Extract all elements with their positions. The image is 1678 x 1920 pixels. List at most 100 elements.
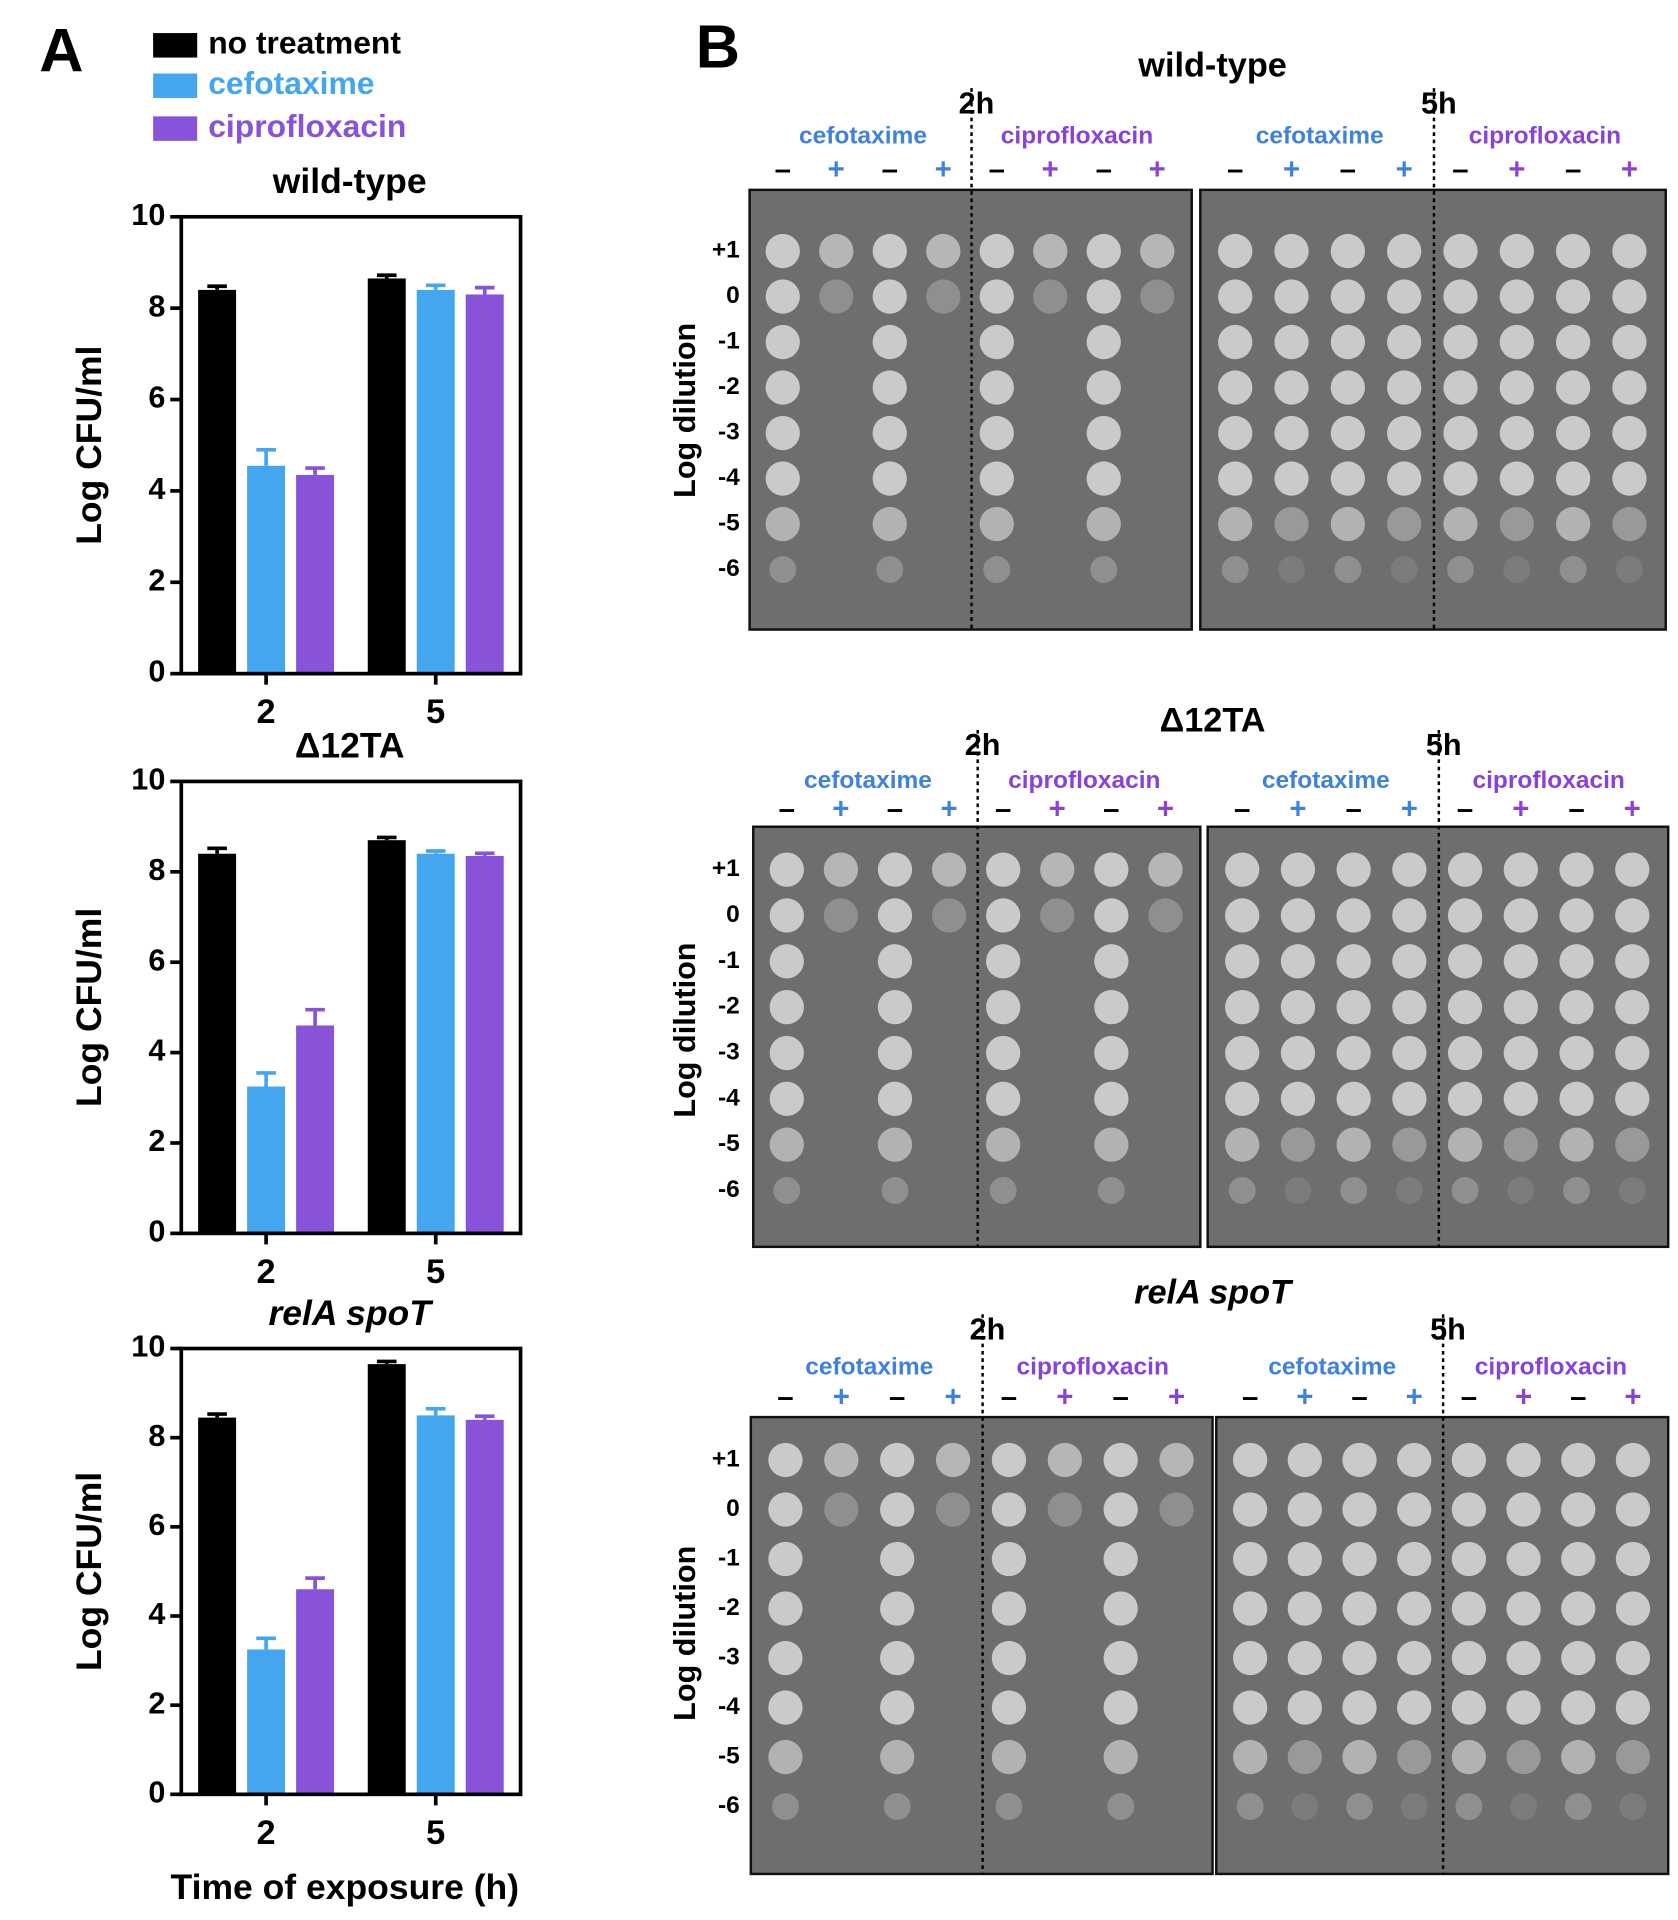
colony-spot <box>1555 415 1591 451</box>
bar <box>296 1589 335 1795</box>
colony-spot <box>769 556 797 584</box>
colony-spot <box>824 1492 859 1527</box>
colony-spot <box>771 1793 799 1821</box>
y-tick-label: 6 <box>148 381 165 415</box>
treatment-sign: + <box>1508 153 1525 186</box>
colony-spot <box>926 233 961 269</box>
dilution-label: 0 <box>726 282 740 309</box>
colony-spot <box>1612 324 1647 360</box>
legend-label: ciprofloxacin <box>208 108 406 144</box>
y-tick-label: 2 <box>148 1124 165 1158</box>
colony-spot <box>1284 1177 1312 1204</box>
treatment-sign: + <box>833 1380 850 1413</box>
agar-plate <box>752 825 1202 1249</box>
dilution-label: +1 <box>712 855 740 882</box>
colony-spot <box>1392 898 1427 933</box>
colony-spot <box>979 370 1014 405</box>
treatment-sign: – <box>1461 1380 1477 1413</box>
colony-spot <box>1086 415 1121 451</box>
colony-spot <box>1346 1793 1373 1821</box>
colony-spot <box>1232 1492 1268 1527</box>
dilution-label: 0 <box>726 901 740 928</box>
colony-spot <box>1336 1035 1371 1071</box>
colony-spot <box>1232 1640 1268 1676</box>
time-label: 5h <box>1430 1312 1466 1346</box>
colony-spot <box>1392 989 1427 1025</box>
colony-spot <box>1103 1492 1138 1527</box>
colony-spot <box>1387 461 1422 496</box>
colony-spot <box>1330 279 1366 314</box>
colony-spot <box>1103 1442 1138 1478</box>
y-tick-label: 4 <box>148 472 165 506</box>
bar <box>416 289 455 674</box>
colony-spot <box>823 852 859 887</box>
colony-spot <box>765 324 800 360</box>
colony-spot <box>1094 989 1129 1025</box>
drug-label: ciprofloxacin <box>1017 1354 1169 1381</box>
treatment-sign: – <box>887 793 903 826</box>
colony-spot <box>1221 556 1249 584</box>
colony-spot <box>1503 852 1538 887</box>
colony-spot <box>1555 279 1591 314</box>
dilution-label: -1 <box>718 1544 740 1571</box>
colony-spot <box>768 1640 803 1676</box>
colony-spot <box>880 1640 915 1676</box>
colony-spot <box>1040 852 1075 887</box>
colony-spot <box>1086 233 1121 269</box>
colony-spot <box>765 370 800 405</box>
colony-spot <box>1555 324 1591 360</box>
dilution-label: -4 <box>718 464 740 491</box>
y-tick-label: 0 <box>148 1214 165 1248</box>
colony-spot <box>1559 989 1594 1025</box>
colony-spot <box>768 1492 803 1527</box>
colony-spot <box>769 944 804 979</box>
colony-spot <box>1236 1793 1264 1821</box>
dilution-label: -1 <box>718 947 740 974</box>
treatment-sign: + <box>1396 153 1413 186</box>
y-tick-label: 10 <box>131 763 165 797</box>
treatment-sign: + <box>940 793 957 826</box>
colony-spot <box>931 898 967 933</box>
colony-spot <box>1615 1127 1650 1162</box>
colony-spot <box>1443 461 1478 496</box>
y-axis-label: Log dilution <box>668 943 702 1118</box>
colony-spot <box>1342 1442 1377 1478</box>
x-tick-label: 5 <box>426 1814 445 1852</box>
time-label: 2h <box>970 1312 1006 1346</box>
colony-spot <box>824 1442 859 1478</box>
colony-spot <box>1097 1177 1125 1204</box>
x-tick-label: 2 <box>257 1253 276 1291</box>
colony-spot <box>1561 1591 1596 1626</box>
colony-spot <box>1507 1177 1535 1204</box>
time-label: 2h <box>959 86 995 120</box>
treatment-sign: – <box>1113 1380 1129 1413</box>
colony-spot <box>1033 233 1068 269</box>
colony-spot <box>881 1177 909 1204</box>
colony-spot <box>1330 233 1366 269</box>
colony-spot <box>1094 852 1129 887</box>
colony-spot <box>1555 233 1591 269</box>
colony-spot <box>986 944 1021 979</box>
treatment-sign: + <box>1296 1380 1313 1413</box>
treatment-sign: – <box>1568 793 1584 826</box>
time-label: 2h <box>965 728 1001 762</box>
colony-spot <box>1218 370 1253 405</box>
colony-spot <box>1451 1640 1487 1676</box>
colony-spot <box>1086 279 1121 314</box>
treatment-sign: + <box>1283 153 1300 186</box>
dilution-label: -5 <box>718 1743 740 1770</box>
colony-spot <box>1033 279 1068 314</box>
colony-spot <box>1555 506 1591 542</box>
colony-spot <box>1451 1442 1487 1478</box>
colony-spot <box>769 898 804 933</box>
colony-spot <box>995 1793 1023 1821</box>
dilution-label: -5 <box>718 510 740 537</box>
colony-spot <box>1140 279 1175 314</box>
time-label: 5h <box>1426 728 1462 762</box>
colony-spot <box>1218 324 1253 360</box>
colony-spot <box>1336 944 1371 979</box>
colony-spot <box>1225 1035 1260 1071</box>
colony-spot <box>876 556 904 584</box>
dilution-label: -2 <box>718 1594 740 1621</box>
colony-spot <box>979 461 1014 496</box>
